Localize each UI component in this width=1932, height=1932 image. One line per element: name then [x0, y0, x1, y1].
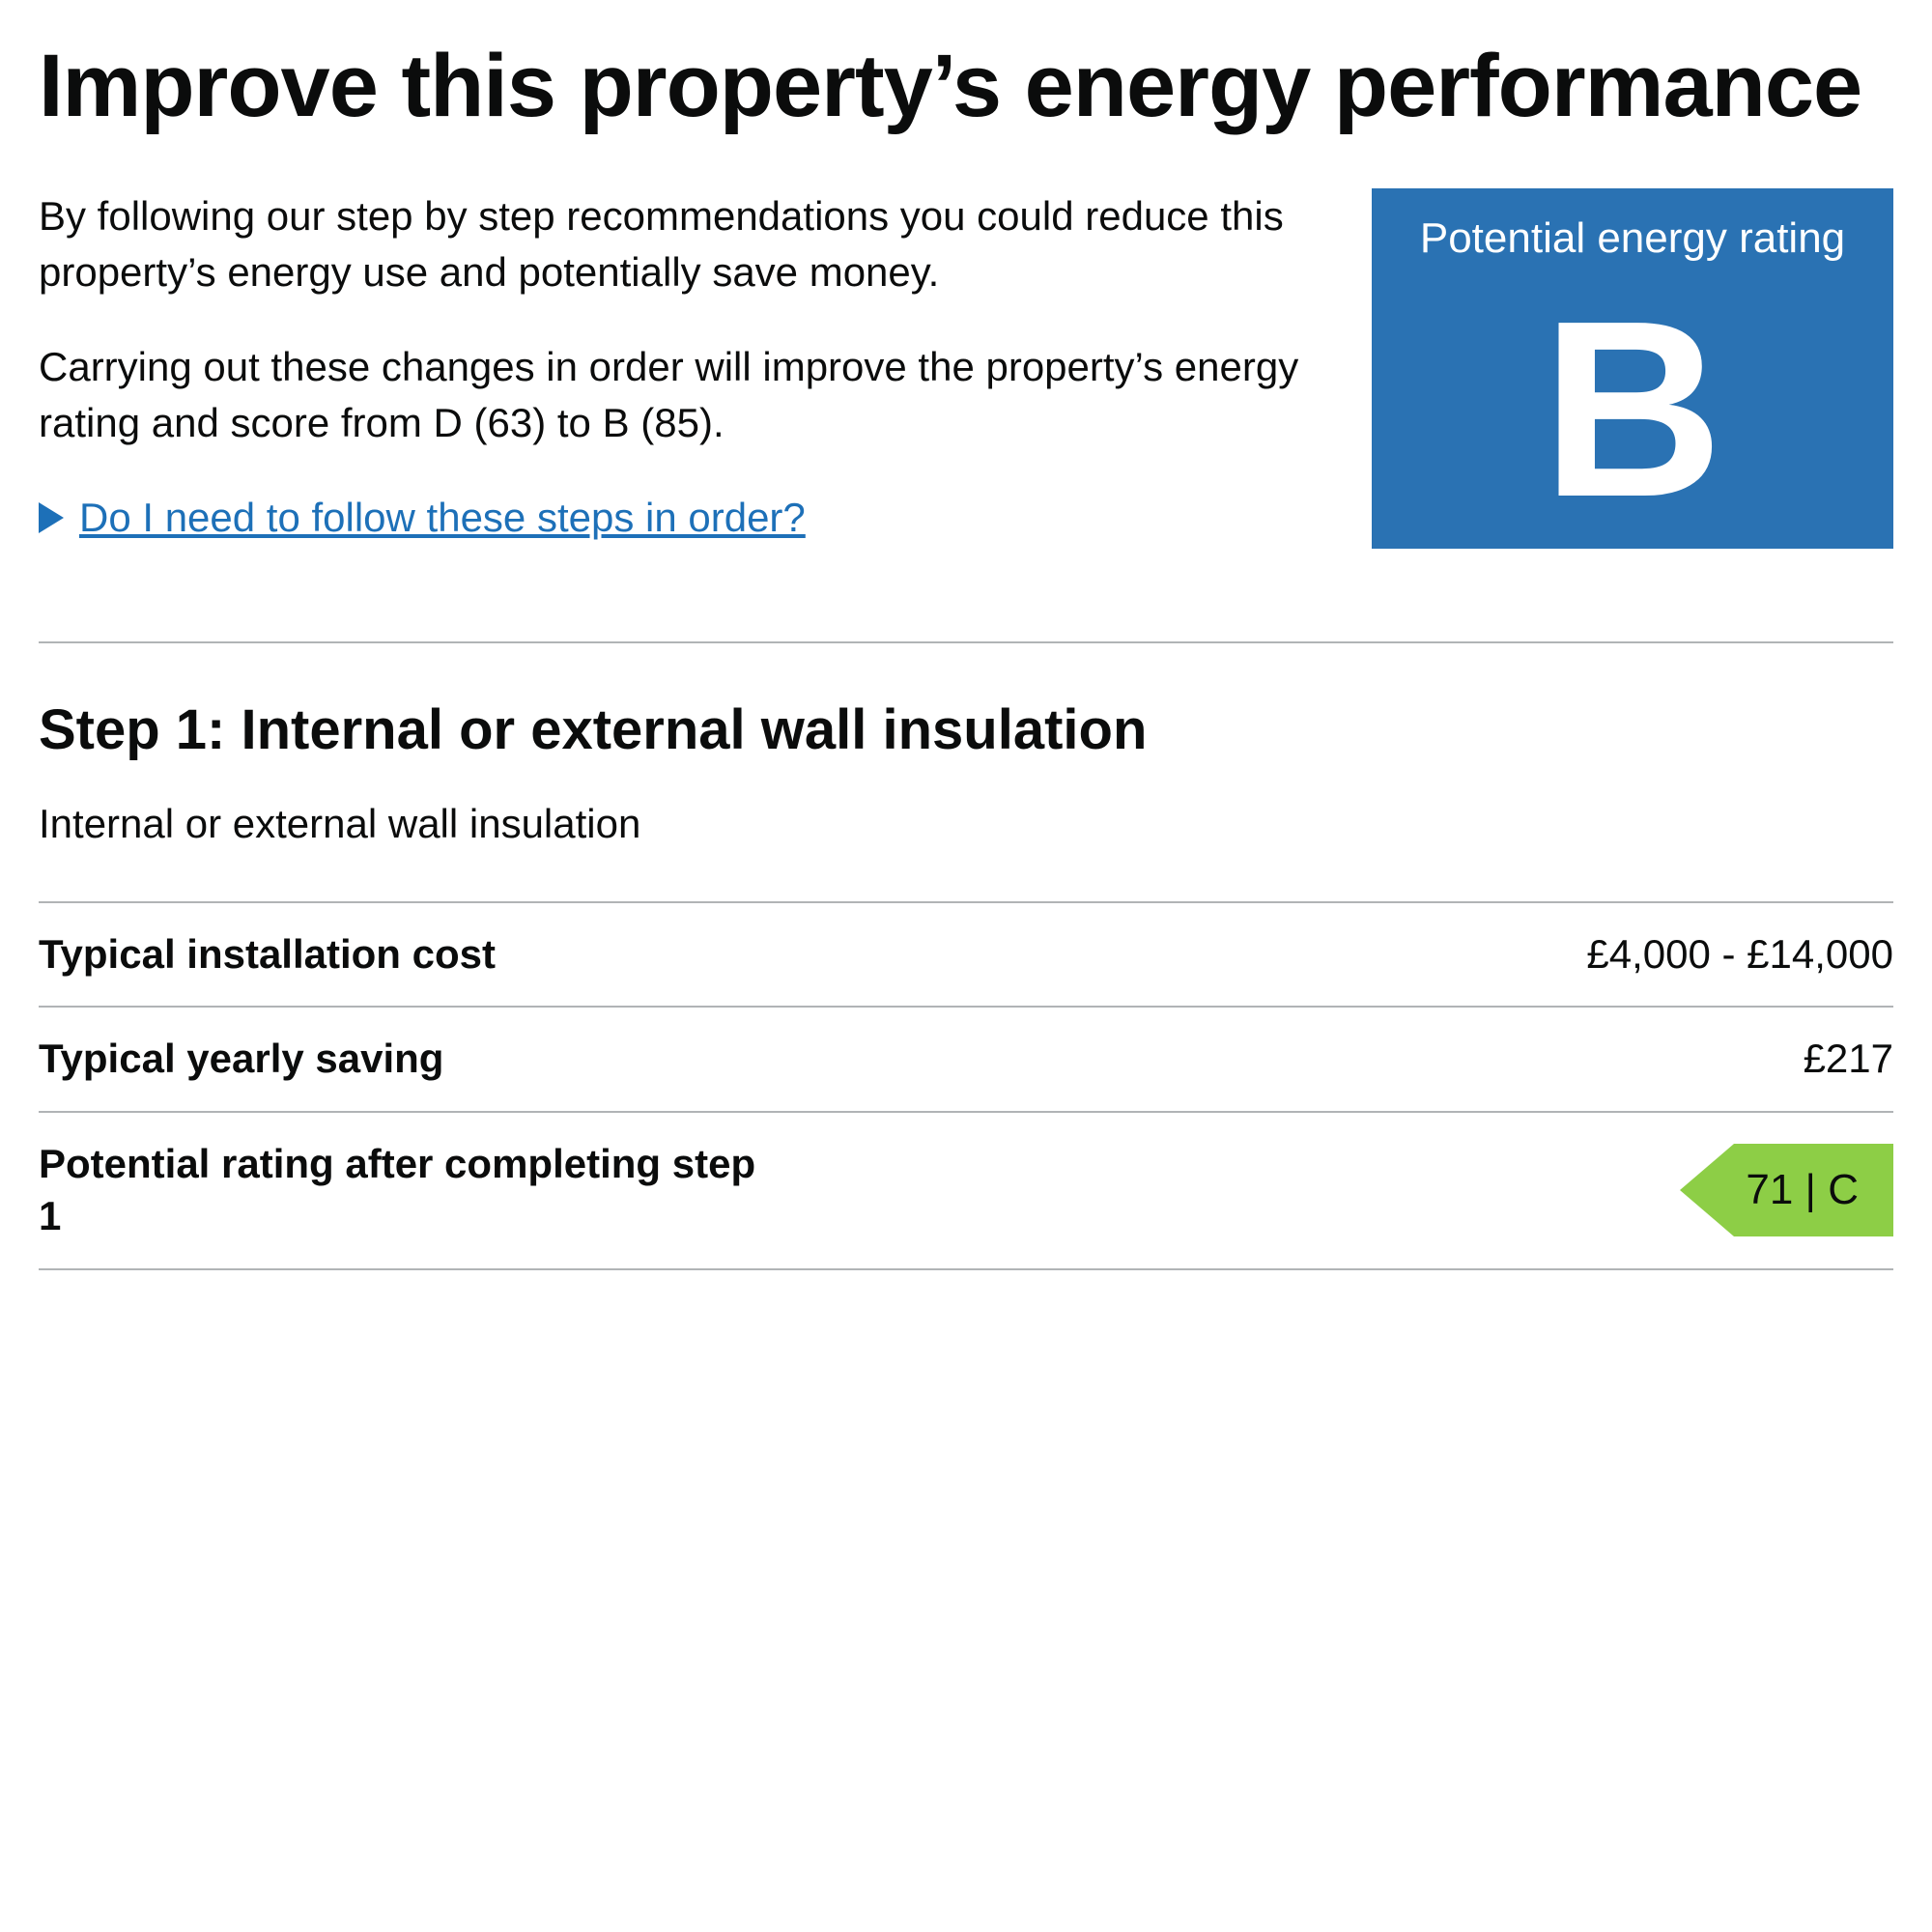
- details-link-text: Do I need to follow these steps in order…: [79, 490, 806, 546]
- yearly-saving-value: £217: [1804, 1036, 1893, 1082]
- details-toggle[interactable]: Do I need to follow these steps in order…: [39, 490, 1325, 546]
- rating-badge-label: Potential energy rating: [1391, 212, 1874, 265]
- row-install-cost: Typical installation cost £4,000 - £14,0…: [39, 901, 1893, 1009]
- step-1-heading: Step 1: Internal or external wall insula…: [39, 697, 1893, 762]
- page-title: Improve this property’s energy performan…: [39, 39, 1893, 134]
- potential-rating-value: 71 | C: [1734, 1144, 1893, 1236]
- section-divider: [39, 641, 1893, 643]
- potential-rating-badge: Potential energy rating B: [1372, 188, 1893, 548]
- potential-rating-label: Potential rating after completing step 1: [39, 1138, 773, 1243]
- step-1-table: Typical installation cost £4,000 - £14,0…: [39, 901, 1893, 1270]
- chevron-right-icon: [39, 502, 64, 533]
- intro-paragraph-2: Carrying out these changes in order will…: [39, 339, 1325, 451]
- intro-section: By following our step by step recommenda…: [39, 188, 1893, 548]
- intro-paragraph-1: By following our step by step recommenda…: [39, 188, 1325, 300]
- install-cost-value: £4,000 - £14,000: [1586, 931, 1893, 978]
- step-1-description: Internal or external wall insulation: [39, 801, 1893, 847]
- row-yearly-saving: Typical yearly saving £217: [39, 1008, 1893, 1113]
- rating-arrow-badge: 71 | C: [1680, 1144, 1893, 1236]
- intro-copy: By following our step by step recommenda…: [39, 188, 1325, 546]
- install-cost-label: Typical installation cost: [39, 928, 496, 981]
- arrow-left-icon: [1680, 1144, 1734, 1236]
- row-potential-rating: Potential rating after completing step 1…: [39, 1113, 1893, 1270]
- yearly-saving-label: Typical yearly saving: [39, 1033, 443, 1086]
- rating-badge-letter: B: [1391, 282, 1874, 538]
